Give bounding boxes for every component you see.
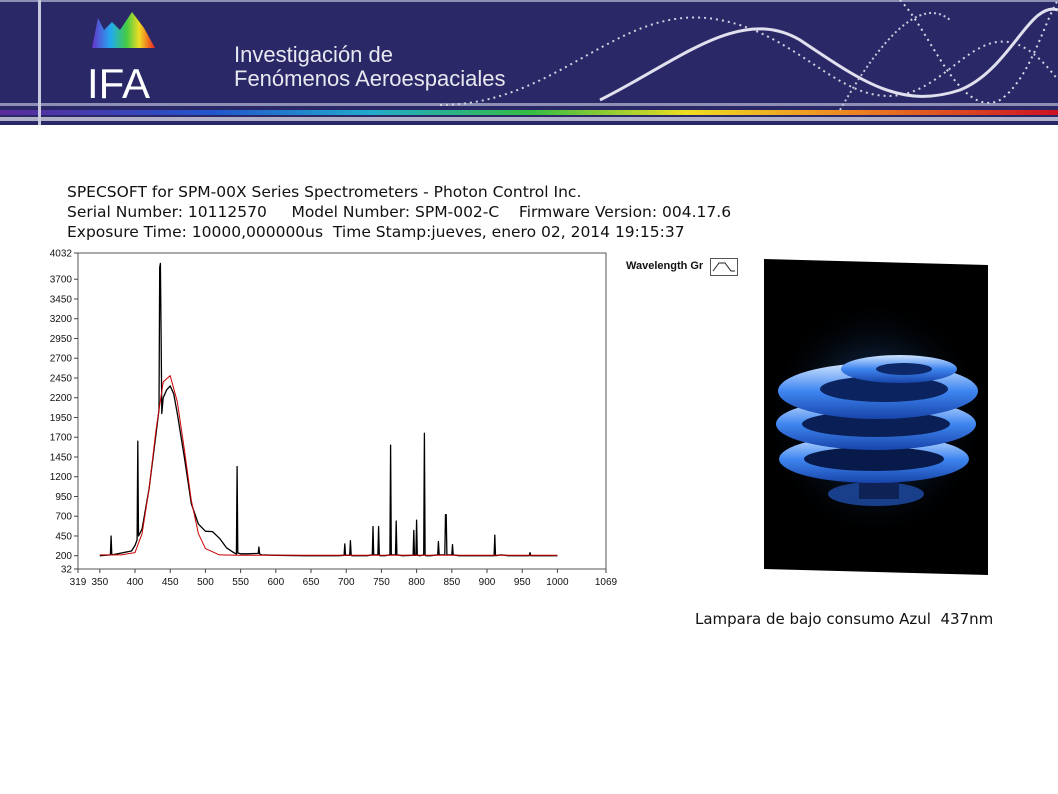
series-group [99, 262, 558, 557]
y-tick-label: 2950 [50, 334, 73, 345]
logo-text: IFA [87, 60, 150, 107]
y-tick-label: 200 [55, 551, 72, 562]
header-line-software: SPECSOFT for SPM-00X Series Spectrometer… [67, 183, 582, 201]
banner: IFA Investigación de Fenómenos Aeroespac… [0, 0, 1058, 125]
y-tick-label: 1950 [50, 413, 73, 424]
y-tick-label: 1700 [50, 433, 73, 444]
legend-line-icon [712, 262, 735, 272]
y-tick-label: 3450 [50, 294, 73, 305]
x-tick-label: 319 [70, 577, 87, 588]
spectrum-chart: 4032 3700 3450 3200 2950 2700 2450 2200 1950 1700… [50, 249, 618, 589]
y-axis: 4032 3700 3450 3200 2950 2700 2450 2200 1950 1700… [50, 249, 78, 576]
x-tick-label: 550 [232, 577, 249, 588]
x-tick-label: 900 [479, 577, 496, 588]
x-tick-label: 500 [197, 577, 214, 588]
banner-title-line1: Investigación de [234, 42, 393, 67]
x-tick-label: 350 [91, 577, 108, 588]
x-tick-label: 750 [373, 577, 390, 588]
y-tick-label: 950 [55, 492, 72, 503]
y-tick-label: 1450 [50, 452, 73, 463]
header-line-exposure: Exposure Time: 10000,000000us Time Stamp… [67, 223, 685, 241]
x-tick-label: 950 [514, 577, 531, 588]
x-tick-label: 1000 [546, 577, 569, 588]
series-line-fit [99, 375, 558, 556]
x-tick-label: 650 [303, 577, 320, 588]
x-tick-label: 700 [338, 577, 355, 588]
y-tick-label: 700 [55, 512, 72, 523]
y-tick-label: 4032 [50, 249, 73, 260]
x-tick-label: 400 [127, 577, 144, 588]
y-tick-label: 450 [55, 531, 72, 542]
y-tick-label: 3700 [50, 275, 73, 286]
lamp-caption: Lampara de bajo consumo Azul 437nm [695, 610, 994, 628]
header-line-serial: Serial Number: 10112570 Model Number: SP… [67, 203, 732, 221]
y-tick-label: 2200 [50, 393, 73, 404]
y-tick-label: 2700 [50, 354, 73, 365]
y-tick-label: 32 [61, 565, 73, 576]
lamp-photo [764, 259, 988, 575]
y-tick-label: 3200 [50, 314, 73, 325]
plot-area [77, 252, 607, 570]
legend-label: Wavelength Gr [626, 260, 704, 272]
x-tick-label: 1069 [595, 577, 618, 588]
x-tick-label: 850 [443, 577, 460, 588]
y-tick-label: 2450 [50, 373, 73, 384]
x-tick-label: 800 [408, 577, 425, 588]
legend-swatch[interactable] [710, 258, 738, 276]
ifa-logo-icon: IFA [87, 12, 155, 107]
y-tick-label: 1200 [50, 472, 73, 483]
banner-title-line2: Fenómenos Aeroespaciales [234, 66, 506, 91]
x-tick-label: 450 [162, 577, 179, 588]
x-axis: 319 350 400 450 500 550 600 650 700 750 800 850 900 9… [70, 569, 618, 588]
x-tick-label: 600 [267, 577, 284, 588]
